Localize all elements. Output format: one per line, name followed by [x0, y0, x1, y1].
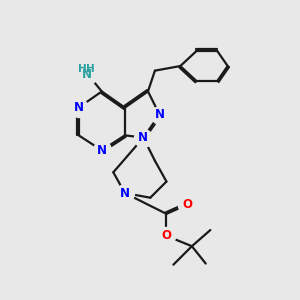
Text: N: N — [154, 108, 164, 121]
Text: O: O — [161, 229, 172, 242]
Text: N: N — [120, 187, 130, 200]
Text: N: N — [138, 131, 148, 144]
Text: N: N — [74, 101, 84, 114]
Text: N: N — [82, 68, 92, 81]
Text: H: H — [78, 64, 86, 74]
Text: O: O — [182, 198, 192, 211]
Text: N: N — [97, 144, 107, 157]
Text: H: H — [86, 64, 95, 74]
